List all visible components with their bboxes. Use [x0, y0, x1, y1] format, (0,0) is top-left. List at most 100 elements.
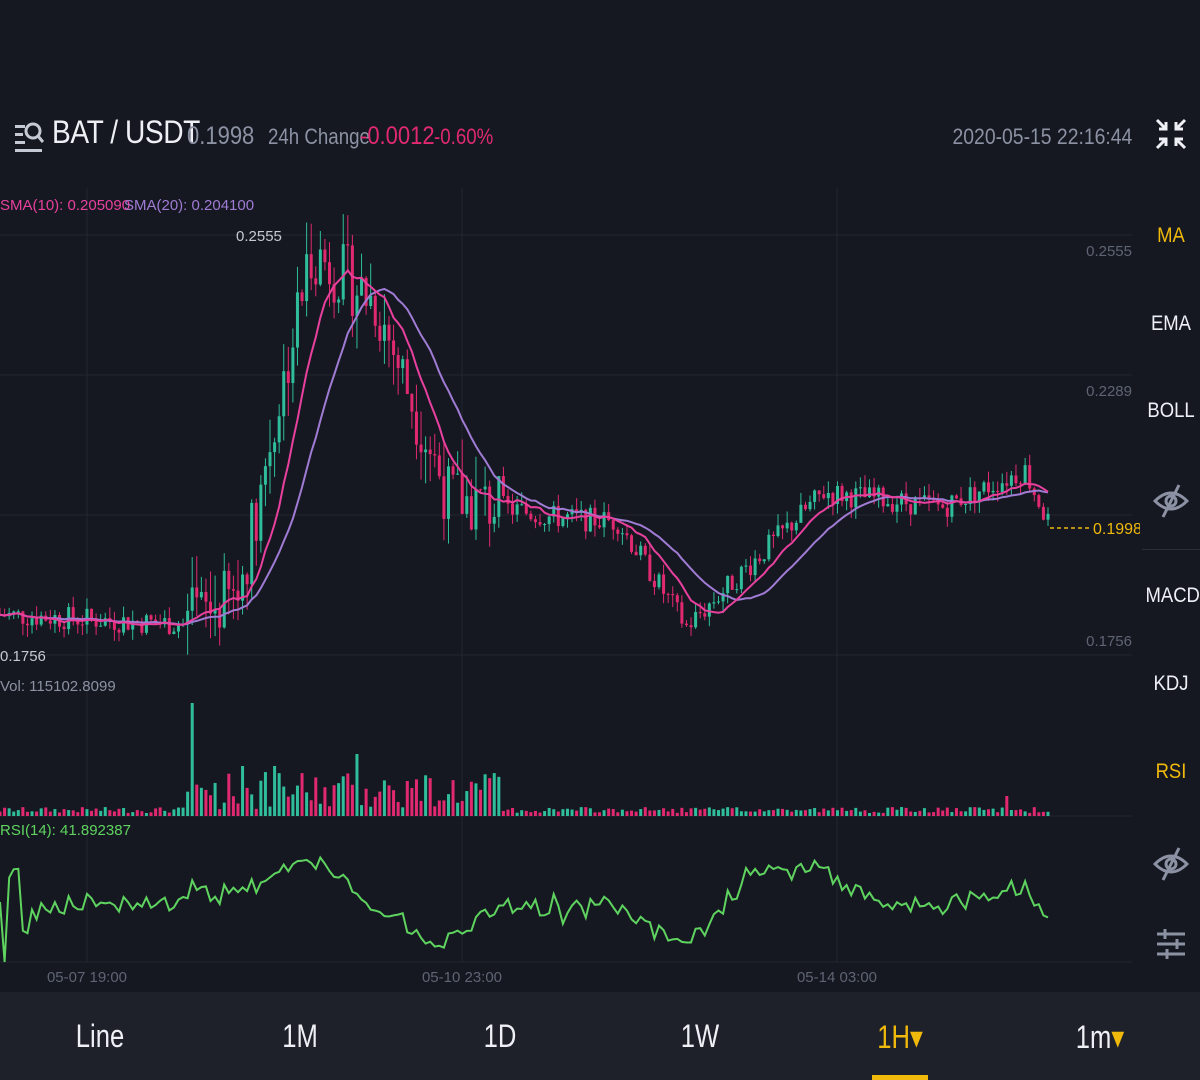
hide-main-indicator-icon[interactable] — [1151, 481, 1191, 521]
indicator-kdj[interactable]: KDJ — [1153, 672, 1189, 695]
volume-bar — [854, 807, 858, 816]
candle — [872, 487, 876, 497]
timeframe-line[interactable]: Line — [75, 1018, 125, 1054]
candle — [785, 522, 789, 529]
volume-bar — [520, 810, 524, 816]
candle — [140, 622, 144, 633]
volume-bar — [1019, 809, 1023, 816]
timeframe-1W[interactable]: 1W — [680, 1018, 720, 1054]
candle — [799, 504, 803, 523]
candle — [424, 449, 428, 453]
collapse-icon[interactable] — [1151, 114, 1191, 154]
volume-bar — [1009, 809, 1013, 816]
timeframe-1H[interactable]: 1H▾ — [820, 1018, 980, 1056]
volume-bar — [652, 810, 656, 816]
volume-bar — [817, 812, 821, 816]
candle — [790, 522, 794, 531]
candle — [286, 371, 290, 384]
timeframe-1m[interactable]: 1m▾ — [1020, 1018, 1180, 1056]
hide-sub-indicator-icon[interactable] — [1151, 844, 1191, 884]
candle — [643, 545, 647, 555]
candle — [890, 504, 894, 512]
volume-bar — [424, 775, 428, 816]
volume-bar — [378, 791, 382, 816]
volume-bar — [863, 810, 867, 816]
candle — [771, 534, 775, 537]
candle — [858, 487, 862, 489]
volume-bar — [369, 806, 373, 816]
volume-bar — [112, 811, 116, 816]
volume-bar — [945, 807, 949, 816]
candle — [982, 482, 986, 492]
volume-bar — [1041, 811, 1045, 816]
volume-bar — [62, 809, 66, 816]
volume-bar — [254, 808, 258, 816]
candle — [382, 324, 386, 341]
candle — [25, 623, 29, 626]
volume-bar — [565, 808, 569, 816]
candle — [584, 509, 588, 532]
volume-bar — [735, 807, 739, 816]
indicator-ema[interactable]: EMA — [1150, 312, 1192, 335]
volume-bar — [813, 808, 817, 816]
trading-pair[interactable]: BAT / USDT — [52, 114, 200, 150]
volume-bar — [236, 803, 240, 816]
indicator-macd[interactable]: MACD — [1145, 584, 1200, 607]
volume-bar — [3, 807, 7, 816]
candle — [698, 612, 702, 614]
timeframe-1M[interactable]: 1M — [282, 1018, 318, 1054]
candle — [794, 522, 798, 531]
candle — [488, 486, 492, 524]
candle — [71, 607, 75, 620]
timeframe-1D[interactable]: 1D — [483, 1018, 517, 1054]
volume-bar — [442, 800, 446, 816]
volume-bar — [964, 811, 968, 816]
kline-chart[interactable]: SMA(10): 0.205090 SMA(20): 0.204100 Vol:… — [0, 0, 1140, 992]
volume-bar — [904, 807, 908, 816]
indicator-ma[interactable]: MA — [1157, 224, 1185, 247]
candle — [744, 565, 748, 567]
candle — [360, 277, 364, 296]
candle — [176, 625, 180, 632]
sma10-legend: SMA(10): 0.205090 — [0, 197, 130, 214]
volume-bar — [918, 810, 922, 816]
candle — [776, 525, 780, 537]
candle — [222, 570, 226, 628]
volume-bar — [437, 800, 441, 816]
volume-bar — [639, 809, 643, 816]
indicator-rsi[interactable]: RSI — [1155, 760, 1187, 783]
candle — [1037, 495, 1041, 507]
candle — [996, 490, 1000, 493]
volume-bar — [355, 754, 359, 816]
volume-bar — [744, 811, 748, 816]
list-menu-icon[interactable] — [14, 114, 44, 154]
volume-bar — [1005, 796, 1009, 816]
last-price: 0.1998 — [187, 122, 255, 150]
volume-bar — [396, 801, 400, 816]
candle — [753, 558, 757, 576]
volume-bar — [739, 811, 743, 816]
volume-bar — [922, 808, 926, 816]
volume-bar — [680, 807, 684, 816]
volume-bar — [465, 791, 469, 816]
volume-bar — [39, 808, 43, 816]
volume-bar — [616, 812, 620, 816]
volume-bar — [575, 810, 579, 816]
candle — [213, 609, 217, 614]
volume-bar — [950, 812, 954, 816]
candle — [16, 611, 20, 613]
volume-bar — [172, 809, 176, 816]
candle — [611, 520, 615, 530]
candle — [456, 473, 460, 475]
candle — [186, 610, 190, 624]
indicator-boll[interactable]: BOLL — [1147, 399, 1195, 422]
candle — [1005, 483, 1009, 486]
candle — [1028, 465, 1032, 489]
volume-bar — [268, 806, 272, 816]
volume-bar — [332, 785, 336, 816]
panel-divider — [1142, 549, 1200, 550]
volume-bar — [588, 808, 592, 816]
candle — [277, 416, 281, 443]
settings-sliders-icon[interactable] — [1151, 924, 1191, 964]
volume-bar — [451, 780, 455, 816]
